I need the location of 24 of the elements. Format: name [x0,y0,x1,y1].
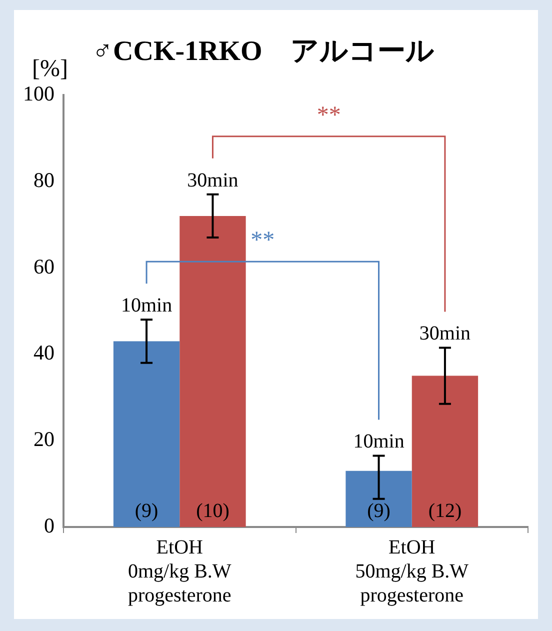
x-tick-label: EtOH 50mg/kg B.W progesterone [355,536,469,606]
chart-title: ♂CCK-1RKO アルコール [92,35,434,69]
annotation: (10) [196,500,230,522]
y-tick-label: 80 [34,168,54,192]
annotation: 10min [353,430,404,453]
y-axis-title: [%] [32,56,68,83]
bar [113,341,180,527]
annotation: 30min [419,322,471,345]
annotation: (9) [367,500,390,522]
y-tick-label: 60 [34,254,54,278]
bar [412,376,478,527]
annotation: ** [250,228,275,254]
bar [346,470,412,527]
y-tick-label: 40 [34,340,54,365]
annotation: 10min [120,294,172,317]
y-tick-label: 0 [44,514,54,538]
annotation: (9) [134,500,158,522]
bar [180,216,246,527]
y-tick-label: 100 [23,82,54,106]
y-tick-label: 20 [34,427,54,452]
annotation: 30min [187,169,238,192]
annotation: (12) [428,500,462,522]
x-tick-label: EtOH 0mg/kg B.W progesterone [128,536,232,606]
annotation: ** [316,102,341,128]
